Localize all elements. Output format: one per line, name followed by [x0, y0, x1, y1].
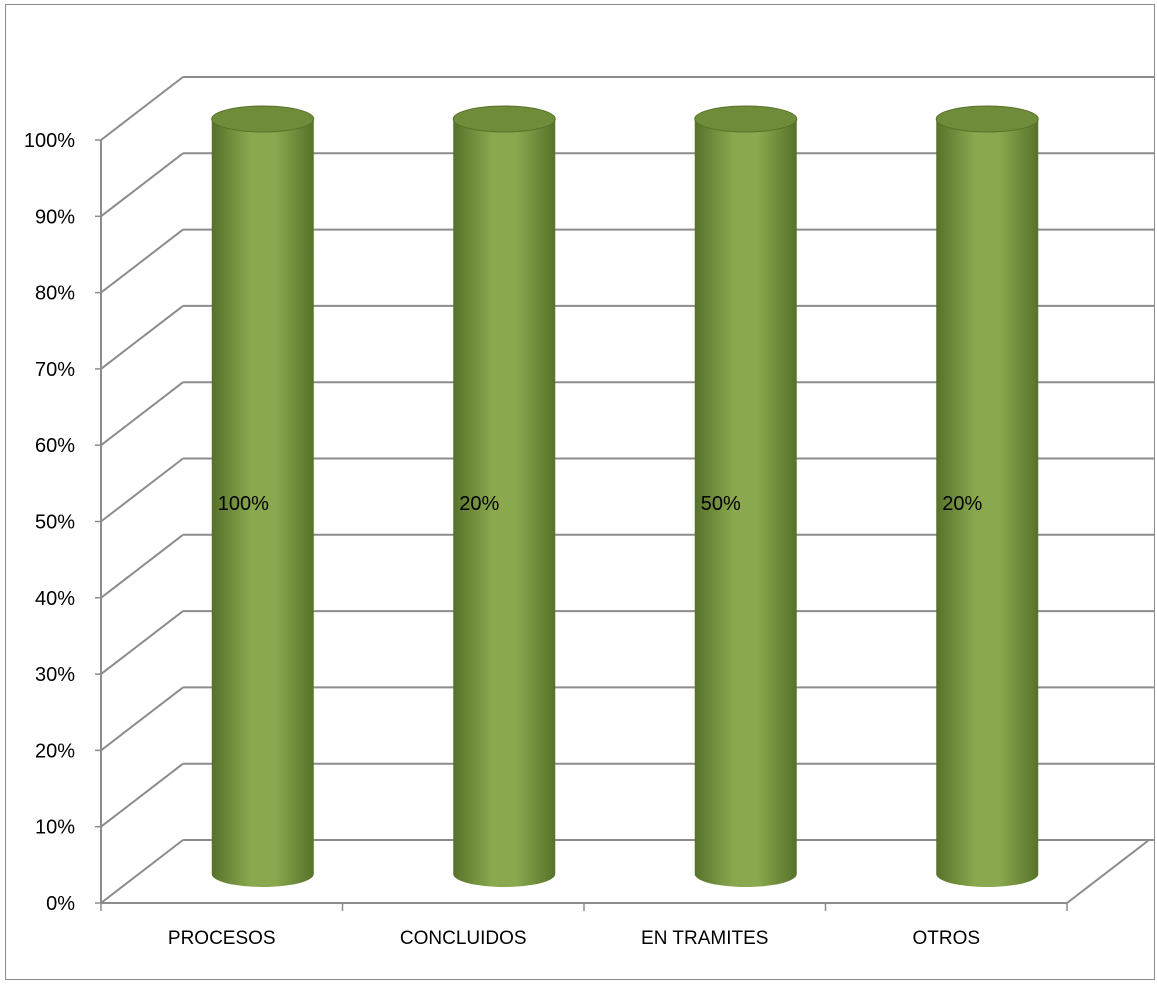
floor-right-edge [1066, 839, 1150, 904]
side-wall-gridline [100, 762, 184, 828]
x-axis-category-label: CONCLUIDOS [400, 928, 527, 949]
y-axis-tick-label: 0% [46, 893, 75, 915]
y-axis-tick-label: 70% [35, 359, 75, 381]
y-axis-tick-label: 90% [35, 206, 75, 228]
side-wall-gridline [100, 305, 184, 370]
side-wall-gridline [100, 228, 184, 294]
y-axis-tick-label: 100% [24, 130, 75, 152]
cylinder-bar [452, 105, 556, 888]
x-axis-category-label: OTROS [912, 928, 980, 949]
y-axis-tick-label: 80% [35, 283, 75, 305]
x-axis-category-label: PROCESOS [168, 928, 276, 949]
cylinder-bar [211, 105, 315, 888]
cylinder-bar [694, 105, 798, 888]
cylinder-body [694, 119, 797, 888]
x-axis-category-labels: PROCESOS CONCLUIDOS EN TRAMITES OTROS [168, 928, 980, 949]
side-wall-gridline [100, 686, 184, 752]
cylinder-body [211, 119, 314, 888]
side-wall-gridline [100, 839, 184, 904]
data-label: 20% [942, 493, 982, 515]
y-axis-tick-label: 20% [35, 740, 75, 762]
side-wall-gridline [100, 457, 184, 523]
cylinder-top [935, 105, 1039, 133]
bar-layer [211, 105, 1039, 888]
cylinder-bar [935, 105, 1039, 888]
cylinder-body [936, 119, 1039, 888]
side-wall-gridline [100, 381, 184, 446]
data-label: 50% [701, 493, 741, 515]
y-axis-tick-labels: 0% 10% 20% 30% 40% 50% 60% 70% 80% 90% 100% [24, 130, 75, 915]
side-wall-gridline [100, 76, 184, 141]
cylinder-body [453, 119, 556, 888]
y-axis-tick-label: 10% [35, 817, 75, 839]
y-axis-tick-label: 40% [35, 588, 75, 610]
y-axis-tick-label: 30% [35, 664, 75, 686]
y-axis-tick-label: 50% [35, 512, 75, 534]
cylinder-top [694, 105, 798, 133]
side-wall-gridline [100, 534, 184, 599]
cylinder-top [452, 105, 556, 133]
y-axis-tick-label: 60% [35, 435, 75, 457]
data-label: 100% [218, 493, 269, 515]
x-axis-category-label: EN TRAMITES [641, 928, 768, 949]
data-label-layer: 100% 20% 50% 20% [218, 493, 983, 515]
side-wall-gridline [100, 610, 184, 675]
cylinder-top [211, 105, 315, 133]
data-label: 20% [459, 493, 499, 515]
axis-layer [95, 139, 1150, 911]
side-wall-gridline [100, 152, 184, 218]
